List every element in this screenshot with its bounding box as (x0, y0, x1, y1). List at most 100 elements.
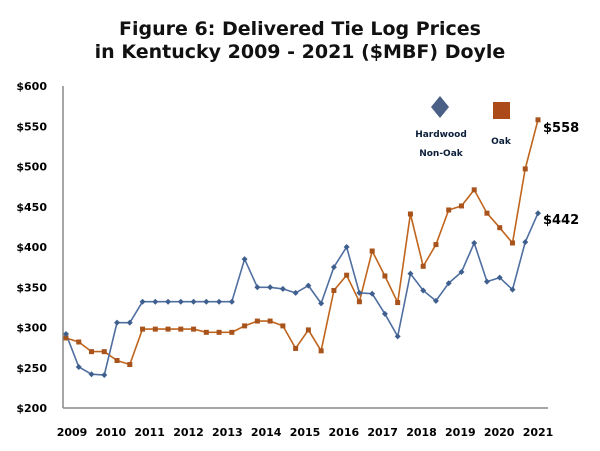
end-label-oak: $558 (543, 121, 579, 136)
data-point-oak (407, 211, 413, 217)
y-tick-label: $400 (16, 241, 47, 254)
data-point-hardwood-non-oak (292, 289, 299, 296)
data-point-oak (369, 248, 375, 254)
data-point-hardwood-non-oak (126, 319, 133, 326)
data-point-hardwood-non-oak (165, 298, 172, 305)
x-tick-label: 2009 (57, 426, 88, 439)
data-point-hardwood-non-oak (216, 298, 223, 305)
data-point-oak (242, 323, 248, 329)
data-point-oak (331, 287, 337, 293)
data-point-hardwood-non-oak (343, 244, 350, 250)
x-tick-label: 2013 (212, 426, 243, 439)
series-line-hardwood-non-oak (65, 212, 539, 376)
data-point-oak (178, 326, 184, 332)
data-point-oak (76, 339, 82, 345)
data-point-oak (509, 240, 515, 246)
legend: Hardwood Non-Oak Oak (415, 96, 512, 159)
data-point-oak (497, 225, 503, 231)
data-point-oak (254, 318, 260, 324)
y-tick-label: $250 (16, 362, 47, 375)
data-point-oak (484, 210, 490, 216)
data-point-oak (63, 335, 69, 341)
y-tick-label: $200 (16, 402, 47, 415)
data-point-oak (305, 327, 311, 333)
end-label-hardwood: $442 (543, 213, 579, 228)
x-tick-label: 2014 (251, 426, 282, 439)
data-point-oak (535, 117, 541, 123)
data-point-hardwood-non-oak (114, 319, 121, 326)
data-point-oak (152, 326, 158, 332)
data-point-hardwood-non-oak (177, 298, 184, 305)
data-point-oak (433, 242, 439, 248)
data-point-oak (458, 203, 464, 209)
data-point-hardwood-non-oak (305, 282, 312, 289)
data-point-hardwood-non-oak (88, 371, 95, 378)
data-point-oak (446, 207, 452, 213)
data-point-oak (165, 326, 171, 332)
data-point-hardwood-non-oak (458, 268, 465, 275)
data-point-hardwood-non-oak (318, 300, 325, 307)
x-tick-labels: 2009 2010 2011 2012 2013 2014 2015 2016 2017 2018… (57, 426, 554, 439)
data-point-oak (356, 299, 362, 305)
data-point-oak (114, 358, 120, 364)
data-point-oak (280, 323, 286, 329)
y-tick-label: $500 (16, 161, 47, 174)
data-point-oak (420, 263, 426, 269)
data-point-oak (522, 166, 528, 172)
legend-label-hardwood: Hardwood (415, 130, 467, 140)
data-point-oak (89, 349, 95, 355)
data-point-hardwood-non-oak (509, 286, 516, 293)
data-point-hardwood-non-oak (152, 298, 159, 305)
data-point-hardwood-non-oak (496, 274, 503, 281)
data-point-oak (229, 329, 235, 335)
y-tick-labels: $200 $250 $300 $350 $400 $450 $500 $550 $600 (16, 80, 47, 415)
series-line-oak (65, 119, 539, 366)
data-point-hardwood-non-oak (522, 239, 529, 246)
data-point-hardwood-non-oak (267, 284, 274, 291)
data-point-hardwood-non-oak (279, 285, 286, 292)
series-markers (63, 117, 541, 378)
data-point-hardwood-non-oak (75, 363, 82, 370)
data-point-hardwood-non-oak (190, 298, 197, 305)
y-tick-label: $550 (16, 120, 47, 133)
data-point-hardwood-non-oak (63, 330, 69, 337)
data-point-hardwood-non-oak (228, 298, 235, 305)
data-point-hardwood-non-oak (471, 239, 478, 246)
data-point-oak (216, 329, 222, 335)
data-point-oak (101, 349, 107, 355)
data-point-hardwood-non-oak (420, 287, 427, 294)
data-point-hardwood-non-oak (483, 278, 490, 285)
data-point-oak (395, 300, 401, 306)
legend-label-oak: Oak (491, 137, 512, 147)
legend-label-non-oak: Non-Oak (419, 149, 464, 159)
legend-hardwood-non-oak-diamond-icon (431, 96, 449, 118)
data-point-hardwood-non-oak (241, 256, 248, 263)
data-point-hardwood-non-oak (203, 298, 210, 305)
data-point-hardwood-non-oak (254, 284, 261, 291)
data-point-oak (191, 326, 197, 332)
x-tick-label: 2021 (523, 426, 554, 439)
data-point-oak (127, 362, 133, 368)
x-tick-label: 2015 (290, 426, 321, 439)
x-tick-label: 2020 (484, 426, 515, 439)
data-point-hardwood-non-oak (101, 371, 108, 378)
data-point-hardwood-non-oak (394, 333, 401, 340)
chart-title-line-1: Figure 6: Delivered Tie Log Prices (119, 18, 481, 40)
y-tick-label: $300 (16, 322, 47, 335)
series-lines (65, 119, 539, 376)
data-point-hardwood-non-oak (535, 210, 541, 217)
axes (62, 86, 548, 409)
x-tick-label: 2016 (329, 426, 360, 439)
y-tick-label: $350 (16, 281, 47, 294)
data-point-hardwood-non-oak (445, 280, 452, 287)
data-point-hardwood-non-oak (356, 289, 363, 296)
x-tick-label: 2010 (96, 426, 127, 439)
data-point-hardwood-non-oak (407, 270, 414, 277)
data-point-oak (382, 273, 388, 279)
data-point-hardwood-non-oak (369, 290, 376, 297)
x-tick-label: 2018 (406, 426, 437, 439)
data-point-oak (267, 318, 273, 324)
data-point-oak (203, 329, 209, 335)
data-point-oak (293, 345, 299, 351)
